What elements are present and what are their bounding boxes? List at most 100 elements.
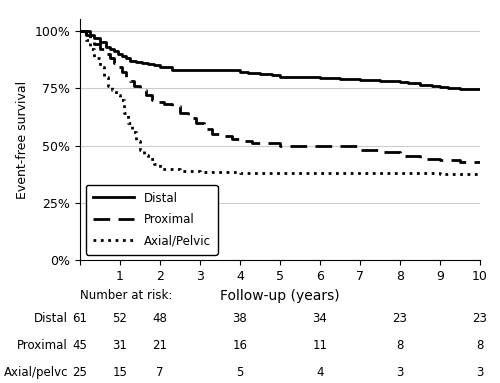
Text: 3: 3 <box>396 366 404 379</box>
Proximal <box>111 61 117 65</box>
Text: 23: 23 <box>472 312 488 325</box>
Text: 21: 21 <box>152 339 168 352</box>
Proximal <box>131 83 137 88</box>
Axial/Pelvic <box>129 129 135 134</box>
Proximal <box>115 65 121 70</box>
Axial/Pelvic <box>237 170 243 175</box>
Axial/Pelvic <box>83 38 89 42</box>
Proximal <box>107 56 113 61</box>
Axial/Pelvic <box>177 169 183 173</box>
Proximal <box>87 38 93 42</box>
Distal <box>77 28 83 33</box>
Axial/Pelvic <box>113 93 119 97</box>
Line: Distal: Distal <box>80 31 480 89</box>
Axial/Pelvic <box>121 111 127 116</box>
Axial/Pelvic <box>117 97 123 102</box>
Distal <box>123 56 129 61</box>
Text: Proximal: Proximal <box>17 339 68 352</box>
Text: 3: 3 <box>476 366 484 379</box>
Distal <box>457 87 463 92</box>
Distal <box>277 74 283 79</box>
Proximal <box>103 51 109 56</box>
Proximal <box>229 136 235 141</box>
Proximal <box>277 143 283 148</box>
Text: 8: 8 <box>476 339 484 352</box>
Proximal <box>337 143 343 148</box>
Proximal <box>297 143 303 148</box>
Proximal <box>161 102 167 106</box>
Proximal <box>477 159 483 164</box>
Proximal <box>137 88 143 93</box>
Distal <box>417 82 423 87</box>
Line: Axial/Pelvic: Axial/Pelvic <box>80 31 480 173</box>
Text: 48: 48 <box>152 312 168 325</box>
Axial/Pelvic <box>477 171 483 176</box>
Axial/Pelvic <box>109 88 115 93</box>
Proximal <box>357 148 363 152</box>
Distal <box>445 86 451 90</box>
Proximal <box>119 70 125 74</box>
Proximal <box>201 127 207 132</box>
Distal <box>405 81 411 86</box>
Line: Proximal: Proximal <box>80 31 480 162</box>
Axial/Pelvic <box>97 65 103 70</box>
Text: 52: 52 <box>112 312 128 325</box>
Distal <box>317 75 323 80</box>
Proximal <box>417 157 423 162</box>
Text: 5: 5 <box>236 366 244 379</box>
Distal <box>83 28 89 33</box>
Distal <box>91 35 97 40</box>
Text: 4: 4 <box>316 366 324 379</box>
Distal <box>97 40 103 44</box>
Proximal <box>317 143 323 148</box>
Distal <box>437 85 443 89</box>
X-axis label: Follow-up (years): Follow-up (years) <box>220 289 340 303</box>
Proximal <box>397 154 403 158</box>
Axial/Pelvic <box>137 148 143 152</box>
Axial/Pelvic <box>105 83 111 88</box>
Axial/Pelvic <box>397 171 403 176</box>
Proximal <box>249 141 255 146</box>
Distal <box>103 44 109 49</box>
Proximal <box>169 104 175 109</box>
Proximal <box>155 100 161 104</box>
Distal <box>377 79 383 83</box>
Proximal <box>437 158 443 163</box>
Proximal <box>83 33 89 38</box>
Axial/Pelvic <box>277 170 283 175</box>
Legend: Distal, Proximal, Axial/Pelvic: Distal, Proximal, Axial/Pelvic <box>86 185 218 255</box>
Proximal <box>149 97 155 102</box>
Text: 31: 31 <box>112 339 128 352</box>
Proximal <box>97 47 103 51</box>
Distal <box>217 67 223 72</box>
Proximal <box>123 74 129 79</box>
Y-axis label: Event-free survival: Event-free survival <box>16 81 29 199</box>
Distal <box>337 77 343 81</box>
Distal <box>357 78 363 82</box>
Distal <box>477 87 483 92</box>
Distal <box>197 67 203 72</box>
Text: 7: 7 <box>156 366 164 379</box>
Axial/Pelvic <box>197 170 203 174</box>
Axial/Pelvic <box>151 162 157 166</box>
Proximal <box>457 159 463 164</box>
Distal <box>127 58 133 63</box>
Distal <box>119 54 125 58</box>
Axial/Pelvic <box>157 166 163 171</box>
Text: 15: 15 <box>112 366 128 379</box>
Text: 61: 61 <box>72 312 88 325</box>
Text: 23: 23 <box>392 312 407 325</box>
Distal <box>297 74 303 79</box>
Text: 38: 38 <box>232 312 248 325</box>
Axial/Pelvic <box>101 74 107 79</box>
Distal <box>111 49 117 54</box>
Distal <box>107 47 113 51</box>
Proximal <box>177 111 183 116</box>
Distal <box>269 73 275 78</box>
Distal <box>257 72 263 77</box>
Text: Distal: Distal <box>34 312 68 325</box>
Axial/Pelvic <box>357 171 363 175</box>
Axial/Pelvic <box>141 152 147 157</box>
Text: 25: 25 <box>72 366 88 379</box>
Axial/Pelvic <box>217 170 223 175</box>
